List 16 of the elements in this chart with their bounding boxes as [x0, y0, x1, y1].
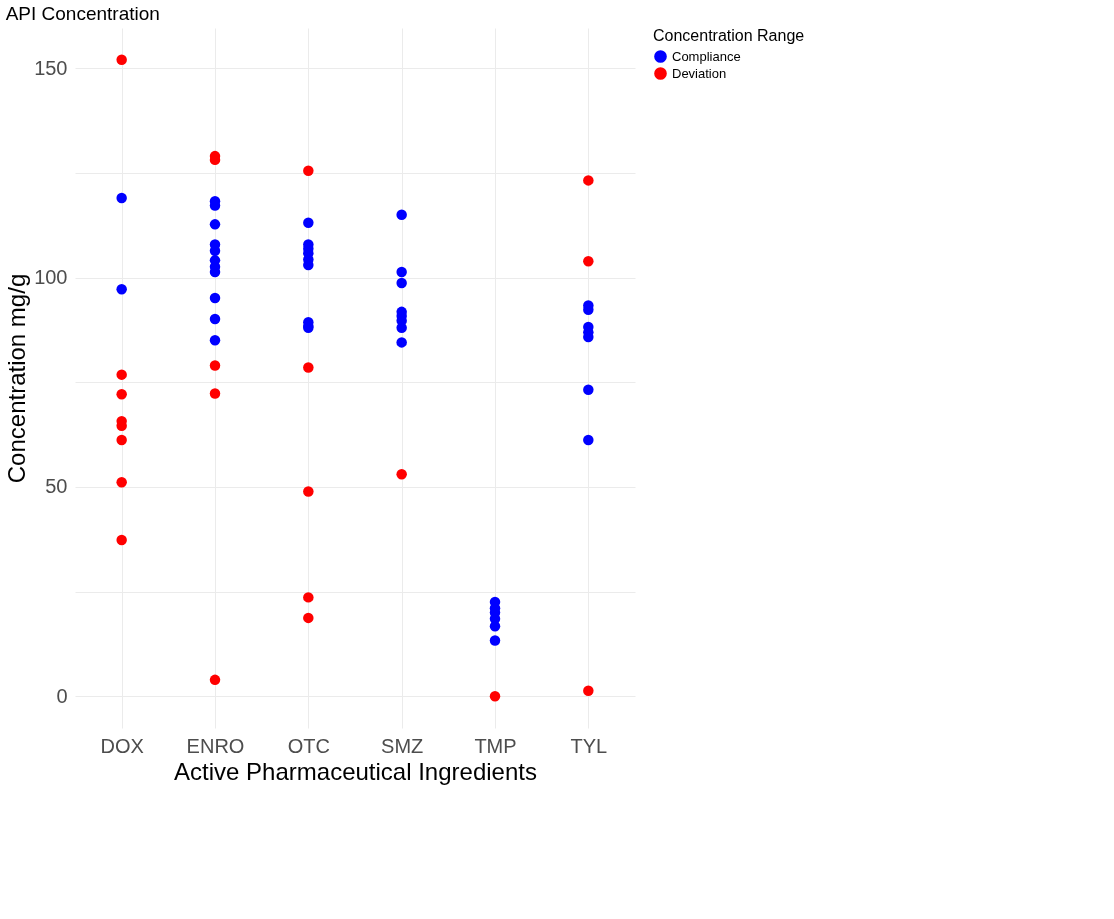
x-tick-label: TMP — [474, 734, 517, 757]
legend-label: Deviation — [672, 65, 727, 81]
x-tick-label: SMZ — [381, 734, 424, 757]
y-tick-label: 0 — [56, 684, 68, 707]
x-axis-title: Active Pharmaceutical Ingredients — [174, 757, 537, 785]
chart-title: API Concentration — [5, 3, 160, 24]
y-axis-title: Concentration mg/g — [3, 273, 31, 484]
y-tick-label: 150 — [34, 56, 68, 79]
x-tick-label: ENRO — [186, 734, 245, 757]
x-tick-label: TYL — [570, 734, 608, 757]
legend-title: Concentration Range — [653, 27, 805, 44]
legend-label: Compliance — [672, 48, 741, 64]
x-tick-label: DOX — [100, 734, 144, 757]
y-tick-label: 50 — [45, 475, 68, 498]
y-tick-label: 100 — [34, 266, 68, 289]
x-tick-label: OTC — [287, 734, 330, 757]
